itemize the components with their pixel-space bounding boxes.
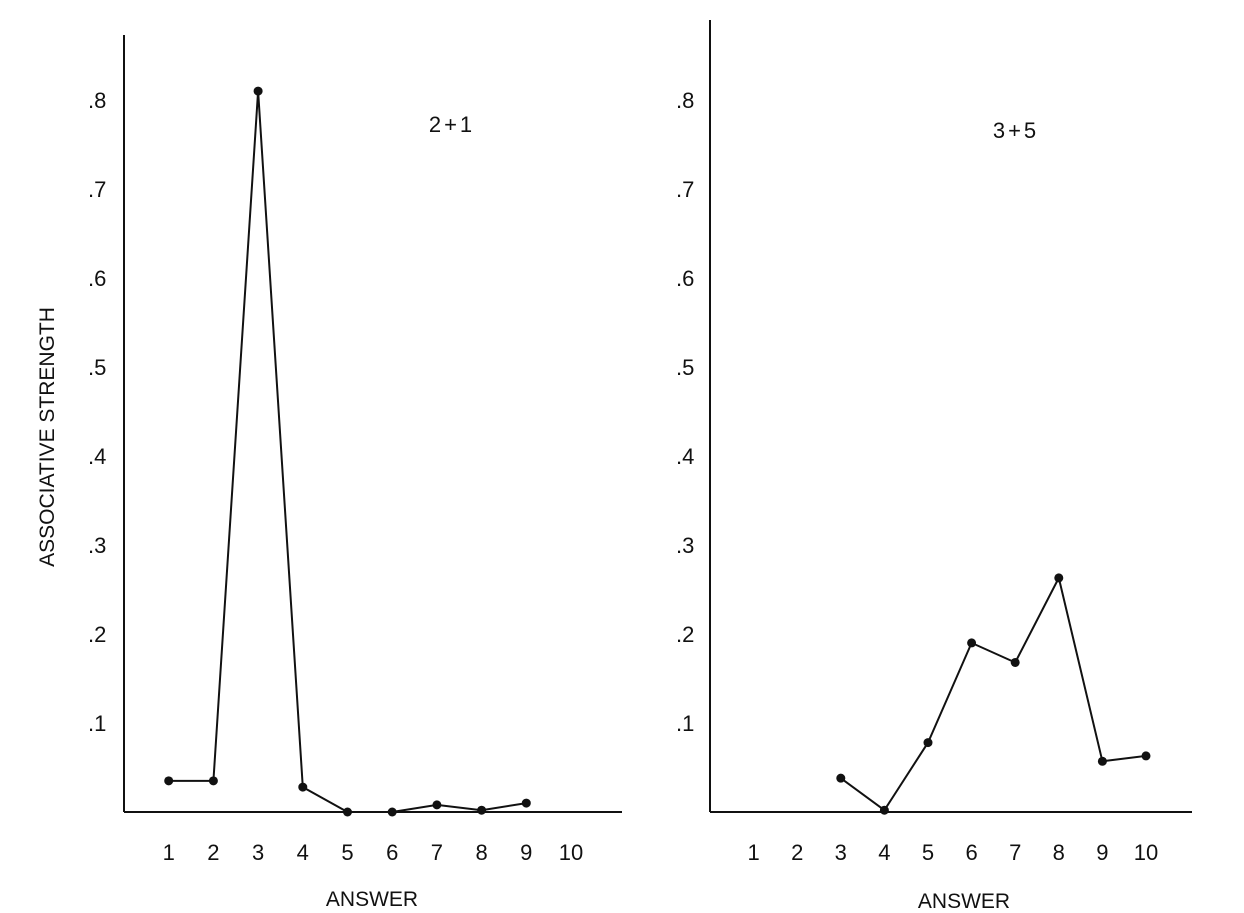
panel-title-left: 2+1 [429, 112, 475, 137]
series-right [836, 573, 1151, 815]
data-point-left [253, 86, 263, 96]
x-tick-label-left: 8 [475, 840, 487, 865]
data-point-left [164, 776, 174, 786]
x-tick-label-left: 9 [520, 840, 532, 865]
y-tick-label-right: .8 [676, 88, 694, 113]
data-point-right [1054, 573, 1064, 583]
y-tick-label-right: .3 [676, 533, 694, 558]
data-point-left [298, 782, 308, 792]
series-line-right [840, 575, 1147, 812]
x-tick-label-left: 2 [207, 840, 219, 865]
y-tick-labels-left: .1 .2 .3 .4 .5 .6 .7 .8 [88, 88, 106, 736]
data-point-left [432, 800, 442, 810]
y-tick-label-left: .5 [88, 355, 106, 380]
y-tick-label-right: .4 [676, 444, 694, 469]
chart-panel-right: 3+5 ANSWER .1 .2 .3 .4 .5 .6 .7 .8 1 2 3 4 5 6 7 8 9 10 [676, 20, 1192, 913]
y-tick-label-left: .2 [88, 622, 106, 647]
x-tick-label-right: 10 [1134, 840, 1158, 865]
y-tick-label-left: .3 [88, 533, 106, 558]
x-axis-label-left: ANSWER [326, 888, 418, 911]
x-tick-label-left: 10 [559, 840, 583, 865]
x-tick-label-right: 5 [922, 840, 934, 865]
data-point-right [1141, 751, 1151, 761]
y-tick-label-left: .6 [88, 266, 106, 291]
series-left [164, 86, 531, 817]
chart-panel-left: 2+1 ASSOCIATIVE STRENGTH ANSWER .1 .2 .3 .4… [36, 35, 622, 911]
x-tick-label-left: 1 [163, 840, 175, 865]
y-tick-label-left: .4 [88, 444, 106, 469]
data-point-left [208, 776, 218, 786]
data-point-right [923, 738, 933, 748]
x-tick-label-left: 3 [252, 840, 264, 865]
x-tick-label-right: 2 [791, 840, 803, 865]
y-axis-label-left: ASSOCIATIVE STRENGTH [36, 307, 59, 567]
x-tick-label-right: 7 [1009, 840, 1021, 865]
x-tick-label-right: 6 [965, 840, 977, 865]
series-line-left [168, 91, 527, 813]
y-tick-labels-right: .1 .2 .3 .4 .5 .6 .7 .8 [676, 88, 694, 736]
x-tick-label-left: 4 [297, 840, 309, 865]
x-tick-label-right: 1 [747, 840, 759, 865]
data-point-left [343, 807, 352, 817]
data-point-right [1097, 756, 1107, 766]
data-point-left [521, 798, 531, 808]
x-tick-label-right: 3 [835, 840, 847, 865]
x-tick-labels-left: 1 2 3 4 5 6 7 8 9 10 [163, 840, 584, 865]
x-tick-labels-right: 1 2 3 4 5 6 7 8 9 10 [747, 840, 1158, 865]
y-tick-label-right: .5 [676, 355, 694, 380]
y-tick-label-right: .6 [676, 266, 694, 291]
panel-title-right: 3+5 [993, 118, 1039, 143]
x-tick-label-left: 7 [431, 840, 443, 865]
y-tick-label-left: .7 [88, 177, 106, 202]
y-tick-label-right: .1 [676, 711, 694, 736]
data-point-right [836, 773, 846, 783]
y-tick-label-right: .7 [676, 177, 694, 202]
x-tick-label-right: 8 [1053, 840, 1065, 865]
x-tick-label-left: 6 [386, 840, 398, 865]
x-axis-label-right: ANSWER [918, 890, 1010, 913]
x-tick-label-right: 4 [878, 840, 890, 865]
data-point-right [1010, 657, 1020, 667]
data-point-left [477, 805, 487, 815]
data-point-left [387, 807, 397, 817]
y-tick-label-right: .2 [676, 622, 694, 647]
y-tick-label-left: .1 [88, 711, 106, 736]
data-point-right [879, 805, 889, 815]
y-tick-label-left: .8 [88, 88, 106, 113]
x-tick-label-left: 5 [341, 840, 353, 865]
data-point-right [967, 638, 977, 648]
x-tick-label-right: 9 [1096, 840, 1108, 865]
